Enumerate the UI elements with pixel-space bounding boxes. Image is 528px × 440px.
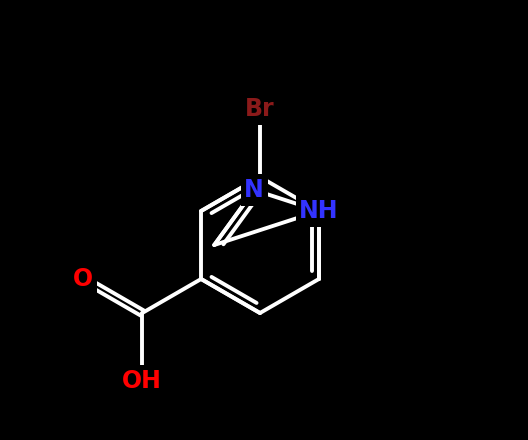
Text: N: N <box>244 178 264 202</box>
Text: Br: Br <box>245 97 275 121</box>
Text: O: O <box>73 267 93 291</box>
Text: OH: OH <box>122 369 162 393</box>
Text: NH: NH <box>299 199 338 223</box>
